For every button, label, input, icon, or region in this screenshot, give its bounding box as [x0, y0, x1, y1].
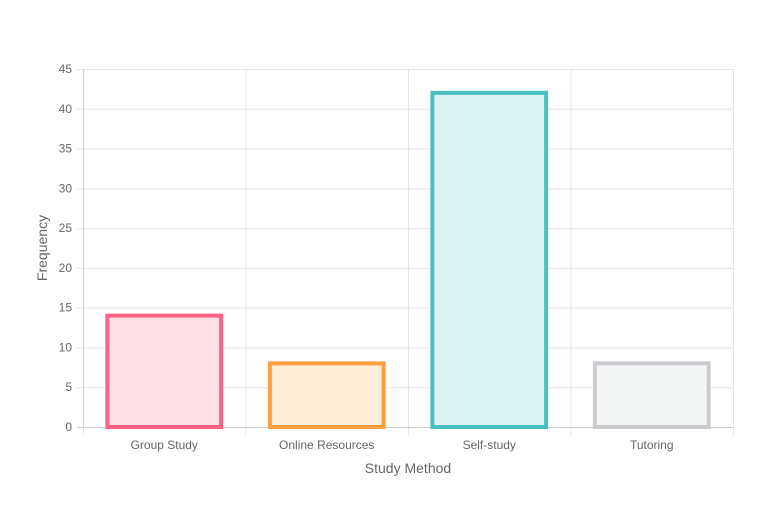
bar-online-resources[interactable]	[267, 361, 386, 430]
y-tick-label: 40	[59, 102, 73, 116]
y-tick-label: 25	[59, 221, 73, 235]
x-tick-label: Self-study	[463, 438, 516, 452]
x-tick-label: Tutoring	[630, 438, 674, 452]
bars	[105, 90, 711, 430]
y-tick-label: 30	[59, 181, 73, 195]
y-tick-label: 35	[59, 142, 73, 156]
y-tick-label: 45	[59, 62, 73, 76]
y-tick-label: 0	[65, 420, 72, 434]
x-axis: Group Study Online Resources Self-study Tut…	[77, 427, 733, 452]
y-axis: 0 5 10 15 20 25 30 35 40 45	[59, 62, 84, 434]
bar-self-study[interactable]	[430, 90, 549, 429]
bar-group-study[interactable]	[105, 313, 224, 429]
y-tick-label: 20	[59, 261, 73, 275]
bar-tutoring[interactable]	[592, 361, 711, 430]
x-axis-title: Study Method	[365, 460, 451, 476]
y-tick-label: 10	[59, 340, 73, 354]
x-tick-label: Group Study	[131, 438, 198, 452]
x-tick-label: Online Resources	[279, 438, 374, 452]
y-tick-label: 5	[65, 380, 72, 394]
y-axis-title: Frequency	[34, 215, 50, 281]
y-tick-label: 15	[59, 301, 73, 315]
